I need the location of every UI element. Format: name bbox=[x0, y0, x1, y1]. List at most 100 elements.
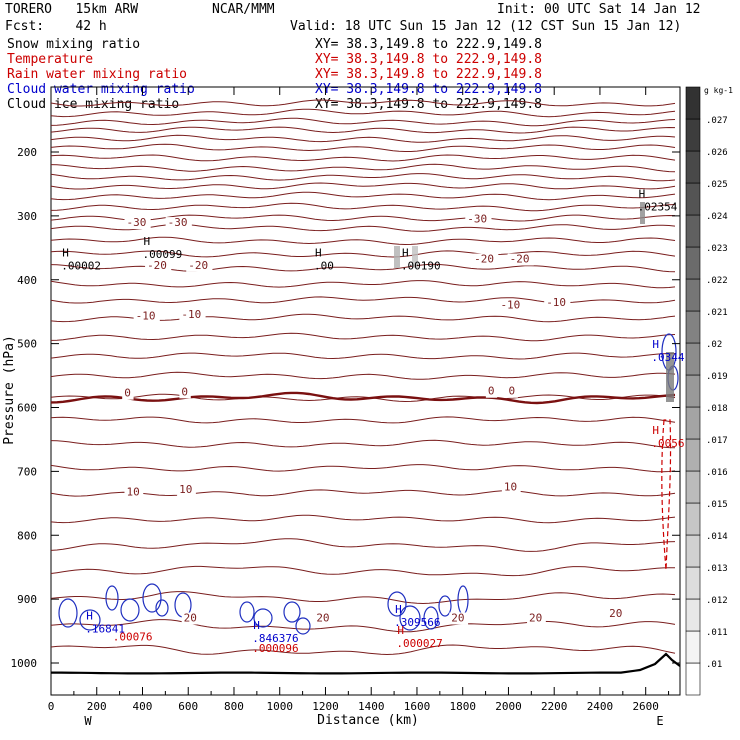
colorbar-tick-label: .018 bbox=[706, 404, 728, 414]
contour-label: 0 bbox=[508, 385, 515, 398]
x-tick-label: 2400 bbox=[587, 700, 614, 713]
colorbar-tick-label: .011 bbox=[706, 628, 728, 638]
extremum-h: H bbox=[402, 247, 409, 260]
colorbar-tick-label: .015 bbox=[706, 500, 728, 510]
temperature-contour-line bbox=[51, 591, 676, 605]
extremum-value: .00190 bbox=[401, 260, 441, 273]
y-tick-label: 700 bbox=[17, 465, 37, 478]
contour-label-bg bbox=[527, 612, 546, 625]
y-tick-label: 600 bbox=[17, 402, 37, 415]
temperature-contour-line bbox=[51, 191, 676, 201]
contour-label-bg bbox=[124, 486, 144, 499]
colorbar-tick-label: .023 bbox=[706, 244, 728, 254]
colorbar-tick-label: .014 bbox=[706, 532, 728, 542]
colorbar-cell bbox=[685, 214, 701, 248]
colorbar-cell bbox=[685, 278, 701, 312]
temperature-contour-line bbox=[51, 202, 676, 212]
field-label: Cloud ice mixing ratio bbox=[7, 97, 179, 112]
contour-label-bg bbox=[485, 385, 498, 398]
contour-label-bg bbox=[544, 296, 571, 309]
colorbar-tick-label: .017 bbox=[706, 436, 728, 446]
cloud-water-contour bbox=[423, 606, 439, 630]
contour-label: -20 bbox=[474, 253, 494, 266]
y-tick-label: 1000 bbox=[11, 657, 38, 670]
contour-label: -10 bbox=[546, 296, 566, 309]
contour-label-bg bbox=[177, 484, 196, 497]
contour-label-bg bbox=[507, 253, 534, 266]
contour-label-bg bbox=[449, 612, 469, 625]
extremum-h: H bbox=[62, 247, 69, 260]
temperature-contour-line bbox=[51, 371, 676, 380]
temperature-contour-line bbox=[51, 332, 676, 342]
x-tick-label: 1000 bbox=[266, 700, 293, 713]
west-label: W bbox=[84, 714, 92, 728]
contour-label-bg bbox=[506, 385, 518, 398]
colorbar-cell bbox=[685, 598, 701, 632]
temperature-contour-line bbox=[51, 99, 676, 107]
colorbar-cell bbox=[685, 502, 701, 536]
field-label: Rain water mixing ratio bbox=[7, 67, 187, 82]
contour-label-bg bbox=[179, 309, 206, 322]
valid-time: Valid: 18 UTC Sun 15 Jan 12 (12 CST Sun … bbox=[290, 19, 681, 34]
temperature-contour-line bbox=[51, 236, 676, 246]
contour-label-bg bbox=[181, 612, 201, 625]
contour-label: 0 bbox=[488, 385, 495, 398]
center-title: NCAR/MMM bbox=[212, 2, 275, 17]
cloud-ice-shading bbox=[412, 246, 418, 268]
extremum-h: H bbox=[652, 338, 659, 351]
contour-label: -30 bbox=[126, 216, 146, 229]
temperature-contour-line bbox=[51, 644, 676, 656]
field-label: Cloud water mixing ratio bbox=[7, 82, 195, 97]
contour-label: -10 bbox=[500, 298, 520, 311]
colorbar-tick-label: .025 bbox=[706, 180, 728, 190]
x-tick-label: 1400 bbox=[358, 700, 385, 713]
colorbar-cell bbox=[685, 566, 701, 600]
contour-label: 20 bbox=[451, 611, 464, 624]
init-time: Init: 00 UTC Sat 14 Jan 12 bbox=[497, 2, 701, 17]
contour-label: 0 bbox=[181, 385, 188, 398]
contour-label: 20 bbox=[184, 611, 197, 624]
x-tick-label: 1800 bbox=[449, 700, 476, 713]
y-tick-label: 500 bbox=[17, 338, 37, 351]
contour-label-bg bbox=[145, 259, 172, 272]
contour-label: -20 bbox=[147, 259, 167, 272]
y-tick-label: 800 bbox=[17, 529, 37, 542]
x-tick-label: 0 bbox=[48, 700, 55, 713]
colorbar-cell bbox=[685, 342, 701, 376]
colorbar-tick-label: .012 bbox=[706, 596, 728, 606]
colorbar-cell bbox=[685, 86, 701, 120]
colorbar-cell bbox=[685, 534, 701, 568]
x-tick-label: 600 bbox=[178, 700, 198, 713]
colorbar-cell bbox=[685, 150, 701, 184]
temperature-contour-line bbox=[51, 489, 676, 497]
cloud-water-contour bbox=[120, 598, 140, 622]
extremum-h: H bbox=[86, 609, 93, 622]
x-axis-label: Distance (km) bbox=[317, 713, 419, 728]
cloud-water-contour bbox=[253, 608, 273, 628]
field-label: Snow mixing ratio bbox=[7, 37, 140, 52]
temperature-contour-line bbox=[51, 280, 676, 289]
cloud-ice-shading bbox=[640, 202, 645, 224]
colorbar-tick-label: .01 bbox=[706, 660, 722, 670]
colorbar-unit: g kg-1 bbox=[704, 86, 733, 95]
cloud-ice-shading bbox=[394, 246, 400, 268]
contour-label-bg bbox=[501, 481, 521, 494]
east-label: E bbox=[656, 714, 663, 728]
temperature-contour-line bbox=[51, 439, 676, 449]
extremum-h: H bbox=[253, 619, 260, 632]
rain-water-contour bbox=[661, 419, 672, 571]
extremum-h: H bbox=[395, 603, 402, 616]
field-legend: Snow mixing ratio XY= 38.3,149.8 to 222.9… bbox=[7, 37, 542, 112]
y-tick-label: 200 bbox=[17, 146, 37, 159]
contour-label-bg bbox=[165, 217, 192, 230]
contour-label-bg bbox=[314, 612, 334, 625]
contour-label-bg bbox=[498, 299, 525, 312]
colorbar-tick-label: .027 bbox=[706, 116, 728, 126]
extremum-value: .0056 bbox=[651, 437, 684, 450]
extremum-value: .00 bbox=[314, 260, 334, 273]
x-tick-label: 1600 bbox=[404, 700, 431, 713]
temperature-contour-line bbox=[51, 163, 676, 173]
temperature-contour-line bbox=[51, 565, 675, 577]
